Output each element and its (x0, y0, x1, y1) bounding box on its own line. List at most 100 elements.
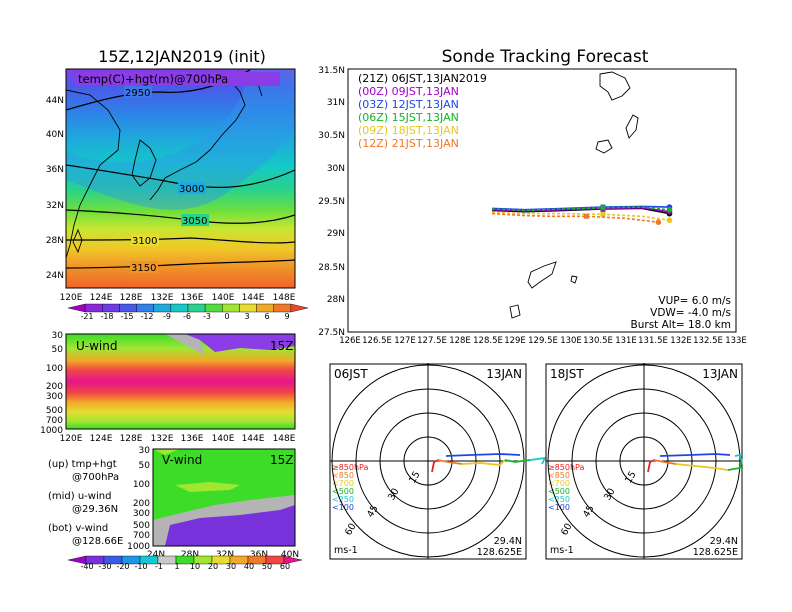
tracking-legend-item: (09Z) 18JST,13JAN (358, 124, 459, 137)
pressure-tick-label: 700 (133, 531, 150, 541)
lat-tick-label: 40N (281, 550, 299, 560)
tracking-legend-item: (12Z) 21JST,13JAN (358, 137, 459, 150)
level-label: <250 (548, 495, 570, 504)
burst-point (600, 211, 606, 217)
colorbar-tick-label: 60 (280, 562, 290, 571)
left-title: 15Z,12JAN2019 (init) (98, 47, 266, 66)
level-label: ≥850hPa (332, 463, 369, 472)
colorbar-tick-label: 10 (190, 562, 200, 571)
hodograph-lat: 29.4N (710, 536, 738, 547)
pressure-tick-label: 50 (52, 345, 64, 355)
lat-tick-label: 24N (46, 271, 64, 281)
colorbar-tick-label: -18 (100, 312, 113, 321)
colorbar-tick-label: -20 (116, 562, 129, 571)
lon-tick-label: 136E (181, 293, 204, 303)
contour-labels: 2950 3000 3050 3100 3150 (124, 86, 209, 274)
ring-label: 15 (407, 470, 423, 486)
island-coastline (625, 114, 639, 139)
tracking-legend-item: (03Z) 12JST,13JAN (358, 98, 459, 111)
lat-tick-label: 32N (46, 201, 64, 211)
lat-tick-label: 32N (216, 550, 234, 560)
contour-label: 2950 (125, 88, 150, 99)
china-coastline (66, 89, 121, 259)
right-title: Sonde Tracking Forecast (442, 47, 649, 67)
tracking-lon-axis: 126E 126.5E 127E 127.5E 128E 128.5E 129E… (339, 336, 747, 346)
lat-tick-label: 31.5N (318, 66, 345, 76)
legend-mid-line1: (mid) u-wind (48, 491, 111, 502)
lon-tick-label: 130.5E (583, 336, 613, 346)
uwind-calm-area (165, 334, 205, 355)
map-lon-axis: 120E 124E 128E 132E 136E 140E 144E 148E (60, 293, 296, 303)
lat-tick-label: 29.5N (318, 197, 345, 207)
lon-tick-label: 128.5E (473, 336, 503, 346)
lon-tick-label: 126E (339, 336, 361, 346)
lon-tick-label: 131.5E (638, 336, 668, 346)
temp-colorbar-ticks: -21 -18 -15 -12 -9 -6 -3 0 3 6 9 (80, 312, 289, 321)
tracking-legend-item: (06Z) 15JST,13JAN (358, 111, 459, 124)
hodograph-06jst: 06JST 13JAN 29.4N 128.625E ms-1 15 30 45… (329, 363, 547, 560)
temp-map-frame (65, 68, 296, 289)
pressure-tick-label: 700 (46, 416, 63, 426)
pressure-tick-label: 500 (46, 406, 63, 416)
tracking-coastlines (509, 71, 639, 319)
map-label: temp(C)+hgt(m)@700hPa (78, 72, 228, 86)
contour-label-bg (181, 214, 209, 226)
tracking-legend-item: (21Z) 06JST,13JAN2019 (358, 72, 487, 85)
legend-bot-line1: (bot) v-wind (48, 523, 108, 534)
colorbar-tick-label: -21 (80, 312, 93, 321)
height-contour-3000 (66, 164, 295, 188)
lat-tick-label: 31N (327, 98, 345, 108)
uwind-frame (65, 333, 296, 430)
pressure-tick-label: 100 (133, 480, 150, 490)
lon-tick-label: 124E (90, 293, 113, 303)
vwind-frame (152, 448, 296, 547)
level-label: <700 (332, 479, 354, 488)
hodograph-18jst: 18JST 13JAN 29.4N 128.625E ms-1 15 30 45… (545, 363, 743, 560)
legend-mid-line2: @29.36N (72, 504, 118, 515)
map-lat-axis: 44N 40N 36N 32N 28N 24N (46, 96, 64, 281)
uwind-panel: U-wind 15Z (65, 333, 296, 430)
pressure-tick-label: 500 (133, 521, 150, 531)
legend-up-line2: @700hPa (72, 472, 119, 483)
colorbar-tick-label: 40 (244, 562, 254, 571)
lat-tick-label: 40N (46, 130, 64, 140)
vwind-label: V-wind (162, 453, 202, 467)
hodograph-date: 13JAN (702, 367, 738, 381)
level-label: <700 (548, 479, 570, 488)
colorbar-swatch (153, 303, 172, 313)
colorbar-swatch (239, 303, 257, 313)
colorbar-tick-label: -9 (163, 312, 171, 321)
level-label: <500 (332, 487, 354, 496)
uwind-lon-axis: 120E 124E 128E 132E 136E 140E 144E 148E (60, 434, 296, 444)
hodograph-trace (445, 453, 521, 457)
hodograph-unit: ms-1 (334, 545, 358, 556)
level-label: ≥850hPa (548, 463, 585, 472)
colorbar-tick-label: 1 (174, 562, 179, 571)
pressure-tick-label: 30 (139, 446, 151, 456)
vwind-negative-core (165, 505, 295, 546)
landing-point (666, 206, 673, 213)
colorbar-tick-label: -3 (203, 312, 211, 321)
lon-tick-label: 132E (151, 434, 174, 444)
uwind-field (66, 334, 295, 429)
contour-label-bg (131, 234, 159, 246)
pressure-tick-label: 100 (46, 364, 63, 374)
hodograph-trace (734, 453, 743, 463)
burst-point (583, 213, 589, 219)
tracking-legend: (21Z) 06JST,13JAN2019 (00Z) 09JST,13JAN … (358, 72, 487, 150)
temp-field (66, 69, 295, 288)
landing-point (666, 217, 673, 224)
colorbar-swatch (187, 303, 206, 313)
tracking-info: VUP= 6.0 m/s VDW= -4.0 m/s Burst Alt= 18… (631, 295, 731, 331)
colorbar-tick-label: 6 (264, 312, 269, 321)
lat-tick-label: 30N (327, 164, 345, 174)
lon-tick-label: 132E (151, 293, 174, 303)
contour-label: 3150 (131, 263, 156, 274)
lat-tick-label: 24N (147, 550, 165, 560)
island-coastline (527, 261, 557, 289)
pressure-tick-label: 30 (52, 331, 64, 341)
burst-point (600, 205, 606, 211)
lat-tick-label: 27.5N (318, 328, 345, 338)
height-contour-3100 (66, 237, 295, 244)
